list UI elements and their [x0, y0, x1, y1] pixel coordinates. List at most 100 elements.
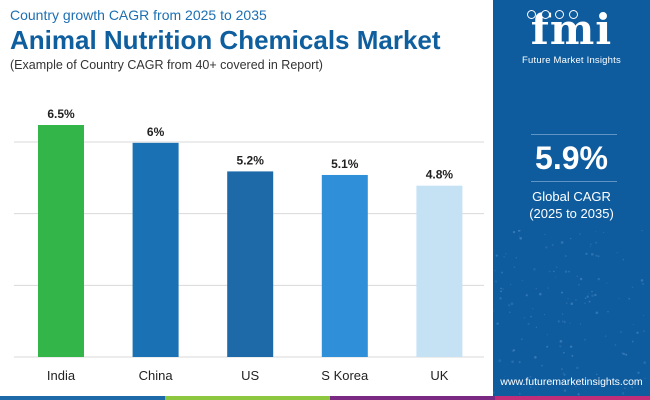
pattern-dot — [602, 231, 605, 234]
pattern-dot — [545, 246, 548, 249]
pattern-dot — [575, 386, 577, 388]
pattern-dot — [569, 322, 571, 324]
pattern-dot — [577, 393, 580, 396]
pattern-dot — [494, 280, 498, 283]
pattern-dot — [548, 270, 551, 273]
pattern-dot — [631, 386, 634, 389]
pattern-dot — [521, 279, 523, 282]
bar-value-label: 4.8% — [426, 168, 454, 182]
pattern-dot — [588, 300, 591, 303]
pattern-dot — [553, 270, 555, 273]
pattern-dot — [644, 377, 646, 380]
pattern-dot — [499, 297, 502, 300]
pattern-dot — [641, 230, 643, 232]
pattern-dot — [510, 302, 514, 306]
pattern-dot — [496, 322, 499, 325]
pattern-dot — [597, 277, 601, 281]
pattern-dot — [530, 386, 532, 389]
pattern-dot — [505, 253, 507, 255]
pattern-dot — [642, 283, 644, 285]
bar-value-label: 6% — [147, 125, 165, 139]
pattern-dot — [535, 326, 538, 328]
logo-icon-1 — [527, 10, 536, 19]
pattern-dot — [632, 323, 634, 325]
pattern-dot — [604, 335, 607, 337]
pattern-dot — [508, 311, 511, 314]
pattern-dot — [621, 392, 625, 395]
pattern-dot — [591, 290, 593, 293]
global-cagr-label-line1: Global CAGR — [532, 189, 611, 204]
pattern-dot — [513, 266, 516, 269]
pattern-dot — [563, 373, 566, 376]
pattern-dot — [527, 322, 530, 325]
pattern-dot — [493, 309, 494, 312]
pattern-dot — [637, 371, 640, 374]
pattern-dot — [625, 353, 628, 356]
pattern-dot — [571, 354, 574, 357]
pattern-dot — [518, 361, 521, 364]
pattern-dot — [590, 243, 592, 246]
pattern-dot — [498, 359, 502, 363]
pattern-dot — [594, 293, 597, 297]
bar-chart-svg: 6.5% India 6% China 5.2% US 5.1% S Korea 4.8% UK — [14, 107, 484, 383]
bar-uk — [416, 185, 463, 357]
pattern-dot — [570, 302, 574, 305]
pattern-dot — [607, 310, 609, 313]
logo-icons — [527, 10, 578, 19]
category-label: S Korea — [321, 368, 369, 383]
pattern-dot — [512, 349, 516, 352]
website-link[interactable]: www.futuremarketinsights.com — [500, 376, 643, 388]
pattern-dot — [557, 320, 560, 323]
accent-segment — [165, 396, 330, 400]
pattern-dot — [579, 323, 582, 325]
fmi-logo: fmi Future Market Insights — [513, 8, 630, 72]
pattern-dot — [500, 290, 503, 293]
chart-note: (Example of Country CAGR from 40+ covere… — [10, 58, 323, 72]
pattern-dot — [495, 254, 498, 257]
pattern-dot — [544, 234, 546, 236]
pattern-dot — [631, 286, 634, 288]
pattern-dot — [546, 345, 549, 348]
pattern-dot — [559, 339, 563, 343]
pattern-dot — [636, 331, 639, 335]
pattern-dot — [569, 237, 572, 240]
pattern-dot — [579, 233, 581, 235]
pattern-dot — [595, 241, 598, 244]
accent-segment — [495, 396, 650, 400]
pattern-dot — [597, 255, 600, 258]
pattern-dot — [562, 372, 565, 375]
pattern-dot — [563, 389, 567, 392]
pattern-dot — [588, 293, 590, 295]
logo-icon-4 — [569, 10, 578, 19]
pattern-dot — [532, 308, 534, 310]
pattern-dot — [591, 294, 594, 298]
dot-pattern — [493, 230, 647, 396]
pattern-dot — [584, 338, 587, 341]
pattern-dot — [533, 268, 536, 271]
logo-text: Future Market Insights — [522, 55, 621, 66]
pattern-dot — [530, 315, 533, 318]
bar-value-label: 6.5% — [47, 107, 75, 121]
pattern-dot — [493, 391, 495, 394]
pattern-dot — [643, 314, 645, 316]
pattern-dot — [640, 279, 644, 282]
pattern-dot — [595, 230, 597, 232]
pattern-dot — [606, 282, 608, 284]
pattern-dot — [559, 345, 562, 348]
pattern-dot — [510, 283, 512, 286]
pattern-dot — [584, 302, 586, 304]
category-label: UK — [430, 368, 448, 383]
pattern-dot — [595, 373, 598, 376]
global-cagr-label: Global CAGR (2025 to 2035) — [493, 188, 650, 222]
logo-icon-3 — [555, 10, 564, 19]
pattern-dot — [622, 352, 626, 356]
pattern-dot — [631, 340, 634, 343]
accent-segment — [0, 396, 165, 400]
pattern-dot — [578, 284, 580, 286]
chart-header: Country growth CAGR from 2025 to 2035 An… — [10, 6, 480, 73]
pattern-dot — [586, 295, 589, 298]
bar-chart: 6.5% India 6% China 5.2% US 5.1% S Korea 4.8% UK — [0, 92, 493, 392]
pattern-dot — [575, 299, 577, 301]
pattern-dot — [576, 366, 579, 370]
logo-icon-2 — [541, 10, 550, 19]
